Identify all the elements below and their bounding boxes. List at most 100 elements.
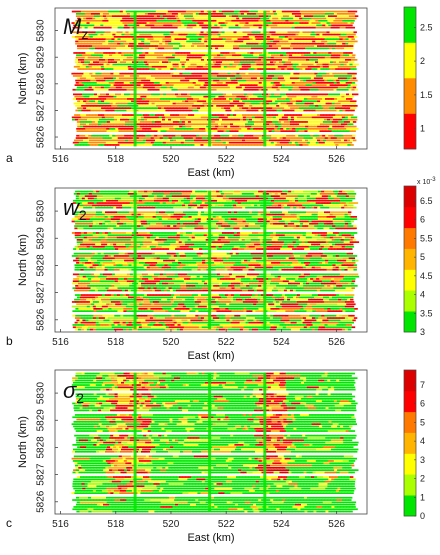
data-cell xyxy=(127,89,130,91)
data-cell xyxy=(191,144,194,146)
data-cell xyxy=(160,135,163,137)
data-cell xyxy=(249,80,252,82)
data-cell xyxy=(254,126,257,128)
data-cell xyxy=(97,75,100,77)
data-cell xyxy=(289,89,292,91)
data-cell xyxy=(273,41,276,43)
data-cell xyxy=(111,84,114,86)
data-cell xyxy=(352,128,355,130)
data-cell xyxy=(254,18,257,20)
data-cell xyxy=(227,68,230,70)
data-cell xyxy=(346,142,349,144)
data-cell xyxy=(124,34,127,36)
data-cell xyxy=(225,41,228,43)
data-cell xyxy=(212,66,215,68)
data-cell xyxy=(307,75,310,77)
data-cell xyxy=(288,22,291,24)
data-cell xyxy=(140,123,143,125)
data-cell xyxy=(224,126,227,128)
data-cell xyxy=(127,52,130,54)
data-cell xyxy=(109,25,112,27)
data-cell xyxy=(226,13,229,15)
data-cell xyxy=(299,96,302,98)
data-cell xyxy=(298,135,301,137)
data-cell xyxy=(195,84,198,86)
data-cell xyxy=(256,135,259,137)
data-cell xyxy=(80,87,83,89)
data-cell xyxy=(245,123,248,125)
data-cell xyxy=(318,11,321,13)
data-cell xyxy=(345,59,348,61)
data-cell xyxy=(277,135,280,137)
data-cell xyxy=(295,75,298,77)
data-cell xyxy=(326,66,329,68)
data-cell xyxy=(322,57,325,59)
data-cell xyxy=(79,82,82,84)
data-cell xyxy=(79,98,82,100)
data-cell xyxy=(246,61,249,63)
data-cell xyxy=(192,105,195,107)
data-cell xyxy=(311,68,314,70)
data-cell xyxy=(101,18,104,20)
data-cell xyxy=(219,119,222,121)
data-cell xyxy=(222,22,225,24)
data-cell xyxy=(166,142,169,144)
data-cell xyxy=(201,117,204,119)
data-cell xyxy=(117,36,120,38)
data-cell xyxy=(252,11,255,13)
data-cell xyxy=(245,140,248,142)
data-cell xyxy=(325,15,328,17)
data-cell xyxy=(266,100,269,102)
data-cell xyxy=(279,43,282,45)
data-cell xyxy=(94,137,97,139)
data-cell xyxy=(341,100,344,102)
data-cell xyxy=(143,123,146,125)
data-cell xyxy=(89,77,92,79)
data-cell xyxy=(231,80,234,82)
data-cell xyxy=(216,36,219,38)
data-cell xyxy=(161,77,164,79)
data-cell xyxy=(236,73,239,75)
data-cell xyxy=(294,59,297,61)
data-cell xyxy=(238,137,241,139)
data-cell xyxy=(197,68,200,70)
data-cell xyxy=(309,119,312,121)
data-cell xyxy=(187,89,190,91)
data-cell xyxy=(275,48,278,50)
data-cell xyxy=(123,117,126,119)
data-cell xyxy=(330,41,333,43)
data-cell xyxy=(287,144,290,146)
data-cell xyxy=(271,52,274,54)
data-cell xyxy=(340,137,343,139)
data-cell xyxy=(251,48,254,50)
data-cell xyxy=(291,117,294,119)
data-cell xyxy=(189,22,192,24)
data-cell xyxy=(235,89,238,91)
data-cell xyxy=(113,100,116,102)
data-cell xyxy=(119,96,122,98)
data-cell xyxy=(101,68,104,70)
data-cell xyxy=(185,64,188,66)
data-cell xyxy=(284,87,287,89)
data-cell xyxy=(199,135,202,137)
data-cell xyxy=(229,57,232,59)
data-cell xyxy=(285,117,288,119)
data-cell xyxy=(338,123,341,125)
data-cell xyxy=(299,126,302,128)
data-cell xyxy=(74,66,77,68)
data-cell xyxy=(333,43,336,45)
data-cell xyxy=(318,119,321,121)
data-cell xyxy=(351,110,354,112)
data-cell xyxy=(349,54,352,56)
data-cell xyxy=(145,142,148,144)
data-cell xyxy=(179,45,182,47)
data-cell xyxy=(220,75,223,77)
data-cell xyxy=(326,130,329,132)
data-cell xyxy=(229,137,232,139)
data-cell xyxy=(227,73,230,75)
data-cell xyxy=(260,48,263,50)
data-cell xyxy=(139,98,142,100)
data-cell xyxy=(95,107,98,109)
data-cell xyxy=(140,121,143,123)
data-cell xyxy=(157,13,160,15)
